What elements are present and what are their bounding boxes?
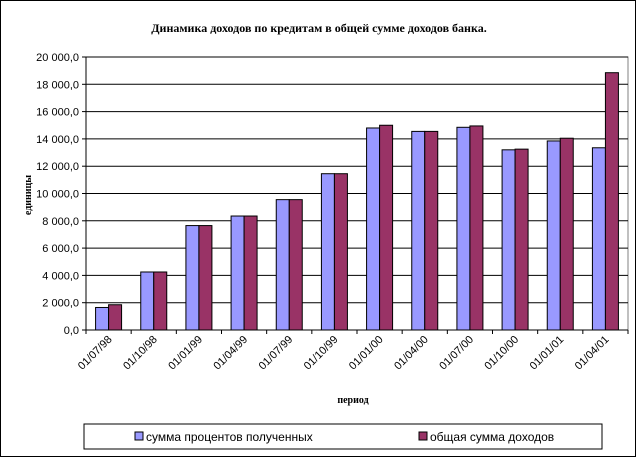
bar-series-2-01-01-00 — [379, 124, 394, 331]
legend-swatch-series-2 — [418, 431, 428, 441]
bar-series-1-01-07-99 — [275, 199, 290, 331]
y-tick-label: 8 000,0 — [42, 216, 79, 228]
y-tick-label: 12 000,0 — [36, 161, 79, 173]
x-tick-label: 01/07/99 — [257, 334, 296, 373]
y-tick-labels: 0,0 2 000,0 4 000,0 6 000,0 8 000,0 10 000,0 1… — [36, 52, 79, 337]
x-tick-label: 01/01/99 — [166, 334, 205, 373]
chart-title: Динамика доходов по кредитам в общей сум… — [151, 21, 486, 35]
y-tick-label: 20 000,0 — [36, 52, 79, 64]
bar-series-2-01-04-00 — [424, 130, 439, 331]
x-tick-label: 01/10/00 — [482, 334, 521, 373]
bars-group — [95, 72, 619, 331]
bar-series-1-01-01-00 — [366, 127, 381, 331]
y-tick-label: 10 000,0 — [36, 189, 79, 201]
bar-series-2-01-04-01 — [604, 72, 619, 331]
y-tick-label: 14 000,0 — [36, 134, 79, 146]
legend-box — [83, 423, 603, 450]
bar-series-1-01-01-99 — [185, 225, 200, 331]
bar-series-1-01-04-01 — [591, 147, 606, 331]
bar-series-2-01-01-99 — [198, 225, 213, 331]
axes — [82, 56, 629, 334]
x-tick-label: 01/07/98 — [76, 334, 115, 373]
bar-series-1-01-10-00 — [501, 149, 516, 331]
bar-series-2-01-10-99 — [333, 173, 348, 331]
x-tick-labels: 01/07/98 01/10/98 01/01/99 01/04/99 01/07/99… — [76, 334, 612, 373]
bar-series-1-01-07-98 — [95, 306, 110, 331]
y-tick-label: 4 000,0 — [42, 270, 79, 282]
bar-series-2-01-10-98 — [153, 271, 168, 331]
legend-swatch-series-1 — [134, 431, 144, 441]
x-tick-label: 01/04/01 — [573, 334, 612, 373]
x-axis-title: период — [337, 395, 368, 406]
bar-series-1-01-04-00 — [411, 130, 426, 331]
x-tick-label: 01/04/00 — [392, 334, 431, 373]
x-tick-label: 01/07/00 — [437, 334, 476, 373]
y-axis-title: единицы — [23, 175, 34, 215]
bar-series-1-01-10-98 — [140, 271, 155, 331]
grid-lines — [85, 56, 629, 331]
legend-label-series-2: общая сумма доходов — [430, 430, 554, 444]
y-tick-label: 18 000,0 — [36, 79, 79, 91]
legend: сумма процентов полученных общая сумма д… — [83, 423, 603, 450]
x-tick-label: 01/10/98 — [121, 334, 160, 373]
y-tick-label: 16 000,0 — [36, 107, 79, 119]
y-tick-label: 2 000,0 — [42, 298, 79, 310]
x-tick-label: 01/10/99 — [302, 334, 341, 373]
bar-series-1-01-10-99 — [320, 173, 335, 331]
bar-series-2-01-07-00 — [469, 125, 484, 331]
y-tick-label: 6 000,0 — [42, 243, 79, 255]
bar-series-1-01-01-01 — [546, 140, 561, 331]
y-tick-label: 0,0 — [64, 325, 79, 337]
bar-series-2-01-07-98 — [108, 304, 123, 331]
bar-series-2-01-04-99 — [243, 215, 258, 331]
bar-series-2-01-10-00 — [514, 148, 529, 331]
x-tick-label: 01/01/00 — [347, 334, 386, 373]
legend-label-series-1: сумма процентов полученных — [146, 430, 313, 444]
bar-series-1-01-04-99 — [230, 215, 245, 331]
bar-series-1-01-07-00 — [456, 126, 471, 331]
bar-series-2-01-07-99 — [288, 199, 303, 331]
x-tick-label: 01/04/99 — [211, 334, 250, 373]
bar-series-2-01-01-01 — [559, 137, 574, 331]
x-tick-label: 01/01/01 — [528, 334, 567, 373]
